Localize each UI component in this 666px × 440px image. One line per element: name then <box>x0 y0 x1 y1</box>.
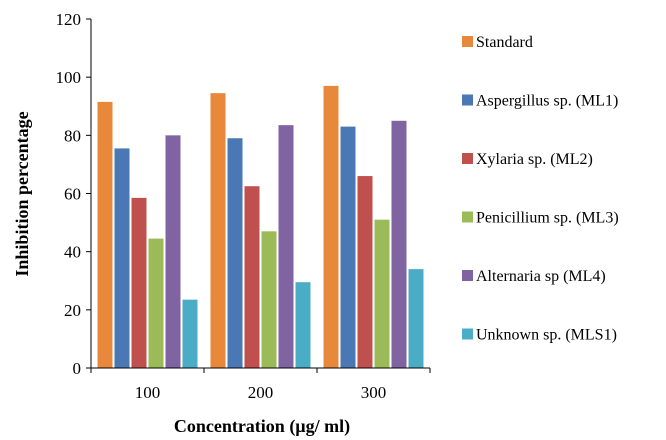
x-tick-label: 100 <box>135 383 161 402</box>
bar-penicillium-sp-ml3-100 <box>148 238 164 368</box>
legend-swatch <box>462 211 473 223</box>
bar-xylaria-sp-ml2-100 <box>131 197 147 368</box>
x-axis-title: Concentration (µg/ ml) <box>174 416 350 437</box>
bars <box>97 85 424 369</box>
legend-label: Standard <box>476 34 533 51</box>
bar-alternaria-sp-ml4-300 <box>391 120 407 369</box>
bar-alternaria-sp-ml4-100 <box>165 135 181 368</box>
legend: Standard Aspergillus sp. (ML1) Xylaria sp.… <box>462 34 619 344</box>
legend-label: Unknown sp. (MLS1) <box>476 327 617 344</box>
x-tick-label: 300 <box>361 383 387 402</box>
y-tick-label: 120 <box>56 10 82 29</box>
bar-aspergillus-sp-ml1-100 <box>114 148 130 368</box>
x-axis-ticks: 100 200 300 <box>90 368 431 402</box>
y-axis-ticks: 0 20 40 60 80 100 120 <box>56 10 91 378</box>
bar-xylaria-sp-ml2-300 <box>357 176 373 368</box>
y-tick-label: 0 <box>73 359 82 378</box>
legend-swatch <box>462 270 473 281</box>
y-tick-label: 20 <box>64 301 81 320</box>
y-axis-title: Inhibition percentage <box>12 111 32 276</box>
legend-swatch <box>462 153 473 164</box>
legend-label: Penicillium sp. (ML3) <box>476 210 619 227</box>
bar-alternaria-sp-ml4-200 <box>278 125 294 368</box>
bar-aspergillus-sp-ml1-200 <box>227 138 243 368</box>
bar-standard-300 <box>323 85 339 369</box>
bar-unknown-sp-mls1-300 <box>408 269 424 368</box>
y-tick-label: 60 <box>64 185 81 204</box>
y-tick-label: 40 <box>64 243 81 262</box>
legend-swatch <box>462 94 473 106</box>
legend-swatch <box>462 328 473 340</box>
bar-standard-200 <box>210 93 226 368</box>
legend-swatch <box>462 36 473 47</box>
legend-label: Alternaria sp (ML4) <box>476 268 606 285</box>
bar-unknown-sp-mls1-200 <box>295 282 311 368</box>
bar-penicillium-sp-ml3-200 <box>261 231 277 368</box>
legend-label: Aspergillus sp. (ML1) <box>476 93 618 110</box>
legend-label: Xylaria sp. (ML2) <box>476 151 593 168</box>
bar-aspergillus-sp-ml1-300 <box>340 126 356 368</box>
bar-xylaria-sp-ml2-200 <box>244 186 260 368</box>
x-tick-label: 200 <box>248 383 274 402</box>
bar-unknown-sp-mls1-100 <box>182 299 198 368</box>
bar-standard-100 <box>97 101 113 368</box>
y-tick-label: 100 <box>56 68 82 87</box>
y-tick-label: 80 <box>64 126 81 145</box>
bar-penicillium-sp-ml3-300 <box>374 219 390 368</box>
